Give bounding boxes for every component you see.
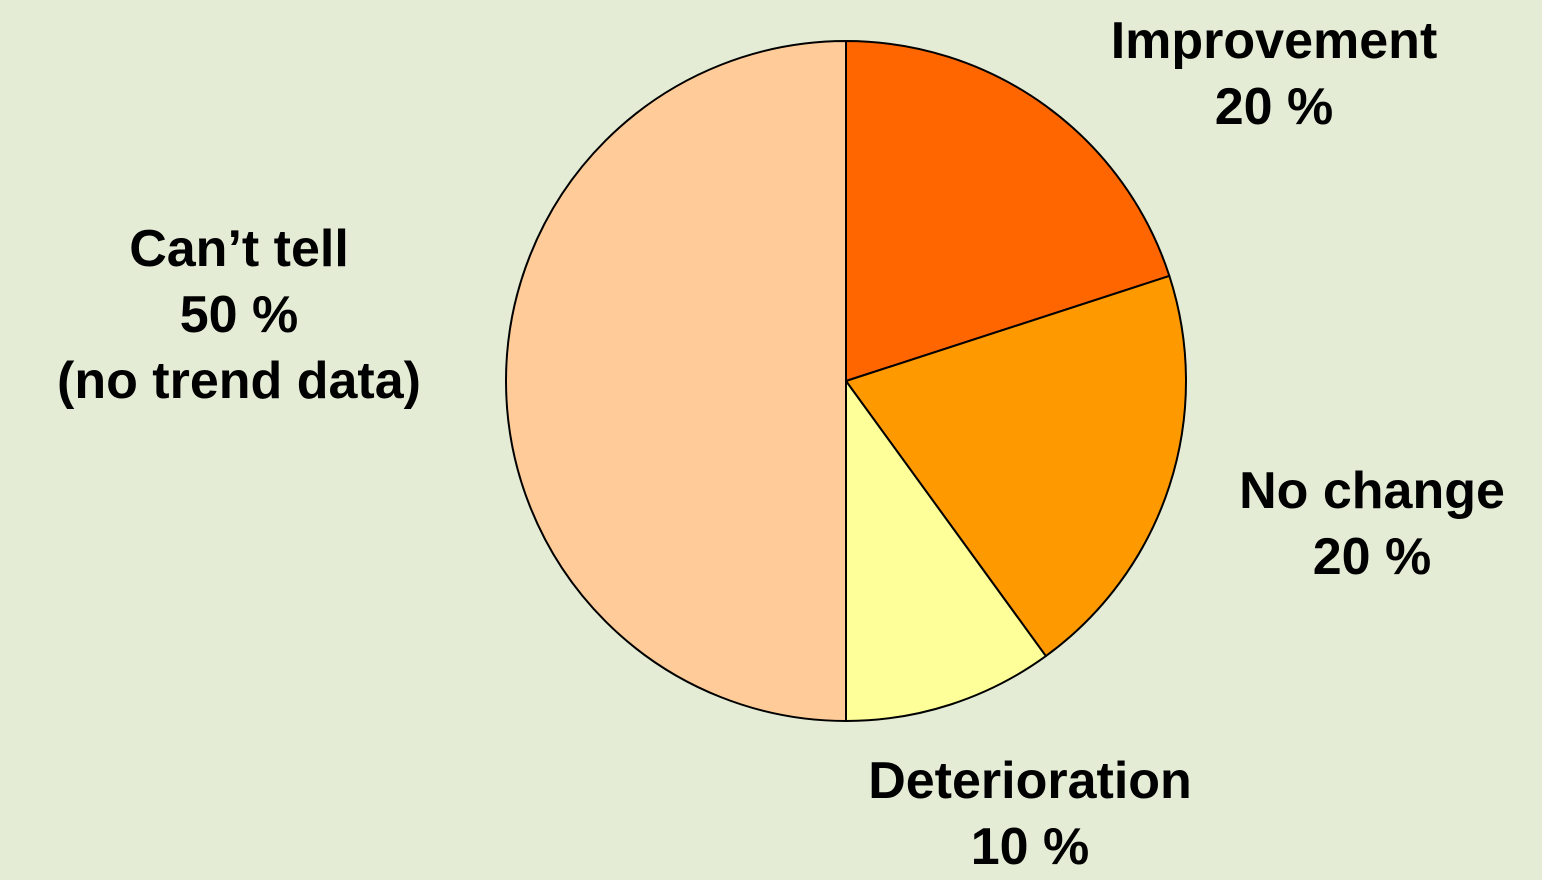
pie-slices <box>505 40 1188 722</box>
slice-value-improvement: 20 % <box>1214 78 1334 136</box>
slice-name-no-change: No change <box>1239 462 1505 520</box>
slice-label-no-change: No change 20 % <box>1204 458 1540 590</box>
slice-note-cant-tell: (no trend data) <box>57 352 421 410</box>
slice-name-deterioration: Deterioration <box>868 752 1192 810</box>
slice-value-cant-tell: 50 % <box>179 286 299 344</box>
slice-value-no-change: 20 % <box>1312 528 1432 586</box>
slice-name-cant-tell: Can’t tell <box>129 220 349 278</box>
slice-name-improvement: Improvement <box>1110 12 1438 70</box>
slice-label-cant-tell: Can’t tell 50 % (no trend data) <box>8 216 470 414</box>
pie-slice-improvement <box>845 40 1171 382</box>
pie-slice-no-change <box>845 274 1188 658</box>
pie-slice-deterioration <box>845 380 1047 722</box>
slice-label-deterioration: Deterioration 10 % <box>830 748 1230 880</box>
pie-slice-cant-tell <box>505 40 847 722</box>
slice-label-improvement: Improvement 20 % <box>1074 8 1474 140</box>
slice-value-deterioration: 10 % <box>970 818 1090 876</box>
